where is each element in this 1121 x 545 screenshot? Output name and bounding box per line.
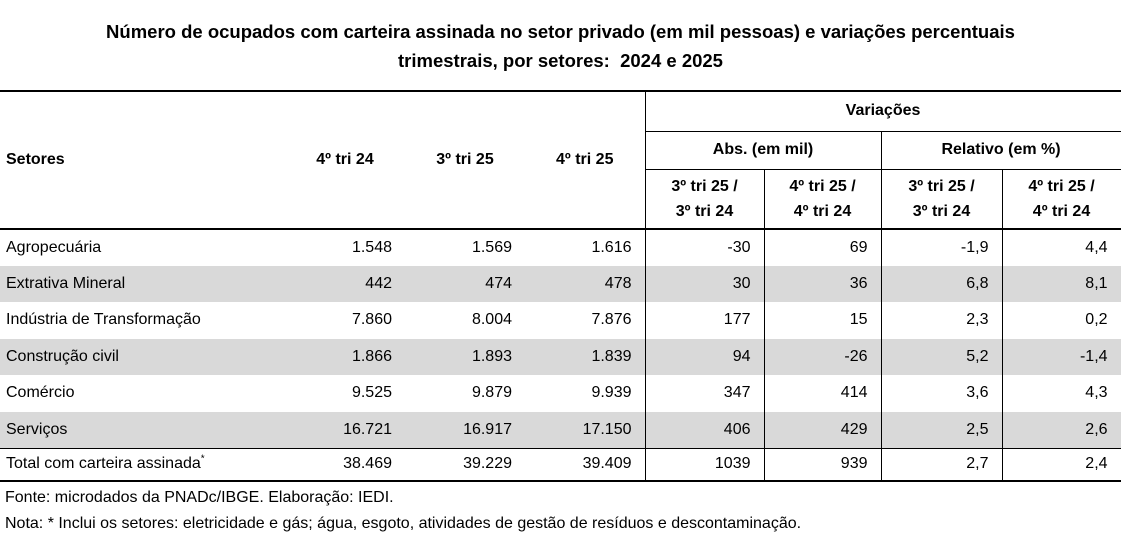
period-ratio-line: 3º tri 25 /	[671, 177, 738, 195]
period-ratio-line: 3º tri 25 /	[908, 177, 975, 195]
value-cell: 2,4	[1001, 447, 1121, 482]
group-header-variacoes: Variações	[644, 91, 1121, 132]
value-cell: 406	[644, 411, 764, 448]
page-title: Número de ocupados com carteira assinada…	[0, 0, 1121, 90]
value-cell: 1.569	[471, 238, 512, 256]
column-header-rel-3tri25-3tri24: 3º tri 25 / 3º tri 24	[880, 169, 1002, 230]
group-header-absolute: Abs. (em mil)	[644, 131, 881, 170]
value-cell: 3,6	[880, 375, 1002, 412]
sector-label: Agropecuária	[6, 238, 102, 256]
value-cell: 347	[644, 375, 764, 412]
value-cell: 9.525	[351, 384, 392, 402]
value-cell: 39.229	[405, 447, 525, 482]
period-ratio-line: 4º tri 25 /	[789, 177, 856, 195]
sectors-employment-table: Setores 4º tri 24 3º tri 25 4º tri 25 Va…	[0, 90, 1121, 482]
table-row-construcao-civil: Construção civil 1.866 1.893 1.839 94 -2…	[0, 338, 1121, 375]
value-cell: 17.150	[525, 411, 645, 448]
value-cell: 442	[285, 265, 405, 302]
value-cell: 9.939	[591, 384, 632, 402]
table-row-extrativa-mineral: Extrativa Mineral 442 474 478 30 36 6,8 …	[0, 265, 1121, 302]
value-cell: 8.004	[471, 311, 512, 329]
sector-label: Serviços	[0, 411, 285, 448]
value-cell: 16.721	[285, 411, 405, 448]
value-cell: 474	[405, 265, 525, 302]
value-cell: 1039	[644, 447, 764, 482]
value-cell: 939	[763, 447, 881, 482]
table-row-total: Total com carteira assinada* 38.469 39.2…	[0, 447, 1121, 482]
value-cell: 414	[763, 375, 881, 412]
value-cell: 16.917	[405, 411, 525, 448]
value-cell: 7.860	[351, 311, 392, 329]
value-cell: 1.893	[405, 338, 525, 375]
value-cell: -1,4	[1001, 338, 1121, 375]
value-cell: 4,3	[1001, 375, 1121, 412]
column-header-rel-4tri25-4tri24: 4º tri 25 / 4º tri 24	[1001, 169, 1121, 230]
value-cell: -1,9	[880, 229, 1002, 266]
value-cell: 2,5	[880, 411, 1002, 448]
page-title-line2: trimestrais, por setores: 2024 e 2025	[398, 50, 723, 71]
column-header-setores: Setores	[0, 91, 285, 230]
value-cell: 38.469	[285, 447, 405, 482]
value-cell: 30	[644, 265, 764, 302]
table-row-agropecuaria: Agropecuária 1.548 1.569 1.616 -30 69 -1…	[0, 229, 1121, 266]
table-row-industria-de-transformacao: Indústria de Transformação 7.860 8.004 7…	[0, 302, 1121, 339]
value-cell: 2,3	[880, 302, 1002, 339]
value-cell: 1.616	[591, 238, 632, 256]
value-cell: 478	[525, 265, 645, 302]
period-ratio-line: 4º tri 25 /	[1028, 177, 1095, 195]
value-cell: 5,2	[880, 338, 1002, 375]
footnote-asterisk: *	[200, 453, 205, 465]
value-cell: 8,1	[1001, 265, 1121, 302]
value-cell: 9.879	[471, 384, 512, 402]
table-row-comercio: Comércio 9.525 9.879 9.939 347 414 3,6 4…	[0, 375, 1121, 412]
value-cell: 2,7	[880, 447, 1002, 482]
value-cell: 94	[644, 338, 764, 375]
value-cell: 4,4	[1001, 229, 1121, 266]
table-row-servicos: Serviços 16.721 16.917 17.150 406 429 2,…	[0, 411, 1121, 448]
value-cell: 2,6	[1001, 411, 1121, 448]
value-cell: 39.409	[525, 447, 645, 482]
period-ratio-line: 4º tri 24	[1032, 202, 1091, 220]
value-cell: 429	[763, 411, 881, 448]
sector-label: Indústria de Transformação	[6, 311, 201, 329]
column-header-abs-3tri25-3tri24: 3º tri 25 / 3º tri 24	[644, 169, 764, 230]
column-header-3tri25: 3º tri 25	[405, 91, 525, 230]
column-header-4tri24: 4º tri 24	[285, 91, 405, 230]
value-cell: 1.548	[351, 238, 392, 256]
value-cell: 69	[763, 229, 881, 266]
page-title-line1: Número de ocupados com carteira assinada…	[106, 21, 1015, 42]
value-cell: 177	[644, 302, 764, 339]
value-cell: -26	[763, 338, 881, 375]
group-header-relative: Relativo (em %)	[880, 131, 1121, 170]
period-ratio-line: 3º tri 24	[675, 202, 734, 220]
period-ratio-line: 3º tri 24	[912, 202, 971, 220]
value-cell: 0,2	[1001, 302, 1121, 339]
total-label-text: Total com carteira assinada	[6, 455, 201, 473]
value-cell: 1.839	[525, 338, 645, 375]
period-ratio-line: 4º tri 24	[793, 202, 852, 220]
value-cell: -30	[644, 229, 764, 266]
source-note: Fonte: microdados da PNADc/IBGE. Elabora…	[5, 489, 394, 506]
total-label: Total com carteira assinada*	[0, 447, 285, 482]
value-cell: 15	[763, 302, 881, 339]
value-cell: 36	[763, 265, 881, 302]
sector-label: Comércio	[6, 384, 75, 402]
column-header-4tri25: 4º tri 25	[525, 91, 645, 230]
sector-label: Extrativa Mineral	[0, 265, 285, 302]
value-cell: 6,8	[880, 265, 1002, 302]
sector-label: Construção civil	[0, 338, 285, 375]
footnote: Nota: * Inclui os setores: eletricidade …	[5, 515, 802, 532]
value-cell: 7.876	[591, 311, 632, 329]
value-cell: 1.866	[285, 338, 405, 375]
column-header-abs-4tri25-4tri24: 4º tri 25 / 4º tri 24	[763, 169, 881, 230]
